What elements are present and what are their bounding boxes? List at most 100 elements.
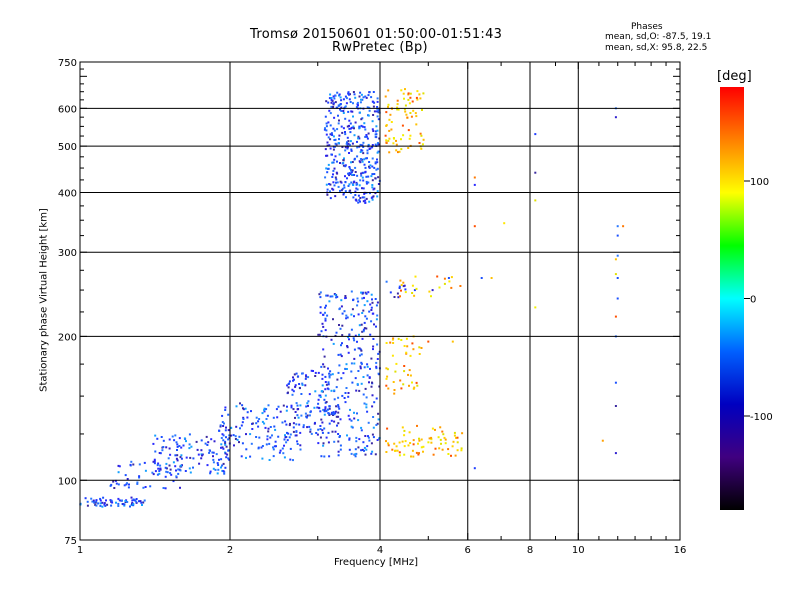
data-point — [328, 412, 330, 415]
data-point — [400, 289, 402, 292]
data-point — [344, 392, 347, 394]
data-point — [110, 483, 113, 486]
data-point — [242, 407, 244, 410]
data-point — [152, 460, 155, 463]
data-point — [365, 396, 368, 399]
data-point — [350, 370, 353, 373]
data-point — [359, 200, 361, 203]
data-point — [371, 394, 374, 397]
data-point — [153, 460, 156, 463]
data-point — [257, 420, 260, 423]
data-point — [95, 504, 98, 507]
data-point — [360, 172, 363, 175]
data-point — [339, 96, 342, 99]
data-point — [159, 467, 162, 470]
data-point — [370, 357, 373, 360]
data-point — [385, 342, 388, 344]
data-point — [332, 342, 335, 345]
data-point — [353, 411, 355, 414]
data-point — [348, 174, 351, 177]
data-point — [404, 291, 407, 294]
data-point — [356, 188, 359, 191]
data-point — [358, 438, 361, 441]
data-point — [410, 115, 413, 118]
data-point — [206, 444, 209, 446]
data-point — [372, 348, 374, 351]
data-point — [325, 436, 328, 439]
data-point — [358, 389, 361, 392]
data-point — [404, 110, 407, 113]
data-point — [346, 434, 348, 437]
data-point — [387, 442, 390, 445]
data-point — [385, 124, 388, 127]
data-point — [374, 298, 377, 300]
data-point — [616, 277, 619, 279]
data-point — [328, 405, 331, 408]
data-point — [326, 144, 329, 147]
data-point — [442, 433, 445, 436]
data-point — [286, 439, 289, 442]
data-point — [353, 134, 356, 137]
data-point — [397, 151, 399, 154]
data-point — [333, 389, 336, 392]
data-point — [372, 436, 375, 439]
data-point — [413, 386, 416, 389]
data-point — [309, 430, 312, 433]
data-point — [200, 457, 203, 460]
data-point — [350, 148, 353, 151]
data-point — [348, 448, 351, 451]
data-point — [341, 162, 344, 165]
data-point — [352, 184, 355, 186]
data-point — [188, 467, 191, 470]
data-point — [360, 323, 363, 326]
data-point — [323, 410, 326, 413]
data-point — [399, 379, 402, 382]
data-point — [415, 123, 418, 126]
data-point — [261, 445, 264, 447]
data-point — [332, 411, 335, 414]
data-point — [324, 375, 327, 378]
data-point — [246, 411, 249, 414]
data-point — [354, 448, 357, 451]
data-point — [310, 432, 313, 435]
data-point — [334, 142, 337, 145]
data-point — [401, 124, 404, 127]
data-point — [322, 363, 325, 366]
data-point — [374, 453, 377, 456]
data-point — [321, 384, 324, 387]
data-point — [363, 296, 365, 299]
data-point — [149, 485, 152, 488]
data-point — [403, 445, 406, 448]
data-point — [228, 434, 231, 437]
data-point — [368, 439, 371, 442]
data-point — [302, 426, 305, 429]
data-point — [333, 167, 336, 170]
data-point — [324, 388, 327, 391]
data-point — [249, 433, 252, 436]
data-point — [354, 334, 357, 337]
data-point — [342, 112, 345, 114]
data-point — [268, 459, 271, 461]
data-point — [372, 91, 375, 93]
data-point — [295, 372, 298, 375]
data-point — [301, 372, 303, 375]
data-point — [365, 448, 368, 451]
data-point — [176, 459, 179, 462]
data-point — [335, 178, 338, 181]
data-point — [352, 337, 355, 340]
data-point — [307, 376, 310, 379]
data-point — [195, 440, 198, 443]
data-point — [319, 410, 322, 413]
data-point — [115, 482, 118, 485]
data-point — [296, 404, 299, 407]
data-point — [337, 450, 340, 453]
data-point — [430, 436, 433, 439]
data-point — [210, 438, 213, 441]
data-point — [348, 172, 351, 175]
data-point — [369, 164, 372, 167]
data-point — [286, 405, 288, 408]
data-point — [430, 441, 433, 444]
data-point — [393, 389, 396, 391]
data-point — [346, 147, 349, 150]
data-point — [376, 129, 379, 132]
